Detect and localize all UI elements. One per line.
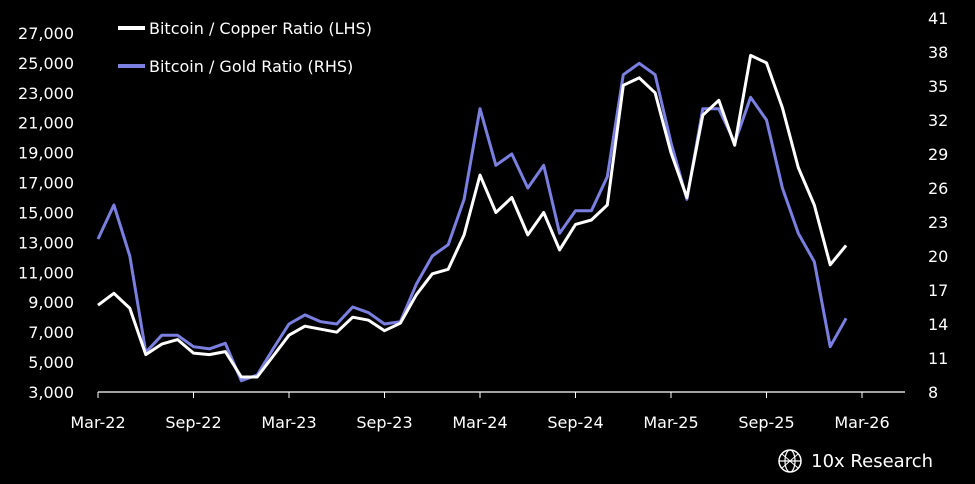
y-right-tick-label: 41 [928, 9, 948, 28]
y-right-tick-label: 8 [928, 383, 938, 402]
brand-name: 10x Research [811, 450, 933, 472]
y-right-tick-label: 38 [928, 43, 948, 62]
y-left-tick-label: 17,000 [18, 174, 74, 193]
y-left-tick-label: 27,000 [18, 24, 74, 43]
series-lines [96, 53, 848, 383]
y-axis-left: 3,000 5,000 7,000 9,000 11,000 13,000 15,000 17… [18, 24, 74, 402]
y-left-tick-label: 9,000 [28, 293, 74, 312]
legend-label-copper: Bitcoin / Copper Ratio (LHS) [149, 19, 372, 38]
y-left-tick-label: 11,000 [18, 263, 74, 282]
x-axis: Mar-22 Sep-22 Mar-23 Sep-23 Mar-24 Sep-24 Mar-… [70, 391, 905, 432]
chart-legend: Bitcoin / Copper Ratio (LHS) Bitcoin / G… [118, 19, 372, 76]
y-left-tick-label: 7,000 [28, 323, 74, 342]
x-tick-label: Mar-24 [452, 413, 507, 432]
series-line-gold [96, 61, 848, 383]
x-tick-label: Mar-25 [643, 413, 698, 432]
y-right-tick-label: 14 [928, 315, 948, 334]
x-tick-label: Mar-22 [70, 413, 125, 432]
y-left-tick-label: 21,000 [18, 114, 74, 133]
series-line-copper [97, 53, 848, 379]
y-left-tick-label: 5,000 [28, 353, 74, 372]
brand-logo: 10x Research [777, 448, 933, 474]
y-left-tick-label: 19,000 [18, 144, 74, 163]
y-left-tick-label: 15,000 [18, 203, 74, 222]
y-right-tick-label: 32 [928, 111, 948, 130]
globe-logo-icon [777, 448, 803, 474]
x-tick-label: Sep-22 [165, 413, 221, 432]
y-right-tick-label: 17 [928, 281, 948, 300]
y-right-tick-label: 23 [928, 213, 948, 232]
x-tick-label: Mar-26 [834, 413, 889, 432]
y-left-tick-label: 13,000 [18, 233, 74, 252]
y-left-tick-label: 3,000 [28, 383, 74, 402]
y-left-tick-label: 23,000 [18, 84, 74, 103]
y-right-tick-label: 29 [928, 145, 948, 164]
x-tick-label: Sep-25 [738, 413, 794, 432]
y-right-tick-label: 11 [928, 349, 948, 368]
x-tick-label: Mar-23 [261, 413, 316, 432]
y-left-tick-label: 25,000 [18, 54, 74, 73]
x-tick-label: Sep-23 [356, 413, 412, 432]
y-right-tick-label: 26 [928, 179, 948, 198]
x-tick-label: Sep-24 [547, 413, 603, 432]
y-right-tick-label: 35 [928, 77, 948, 96]
legend-label-gold: Bitcoin / Gold Ratio (RHS) [149, 57, 353, 76]
y-axis-right: 8 11 14 17 20 23 26 29 32 35 38 41 [928, 9, 948, 402]
y-right-tick-label: 20 [928, 247, 948, 266]
